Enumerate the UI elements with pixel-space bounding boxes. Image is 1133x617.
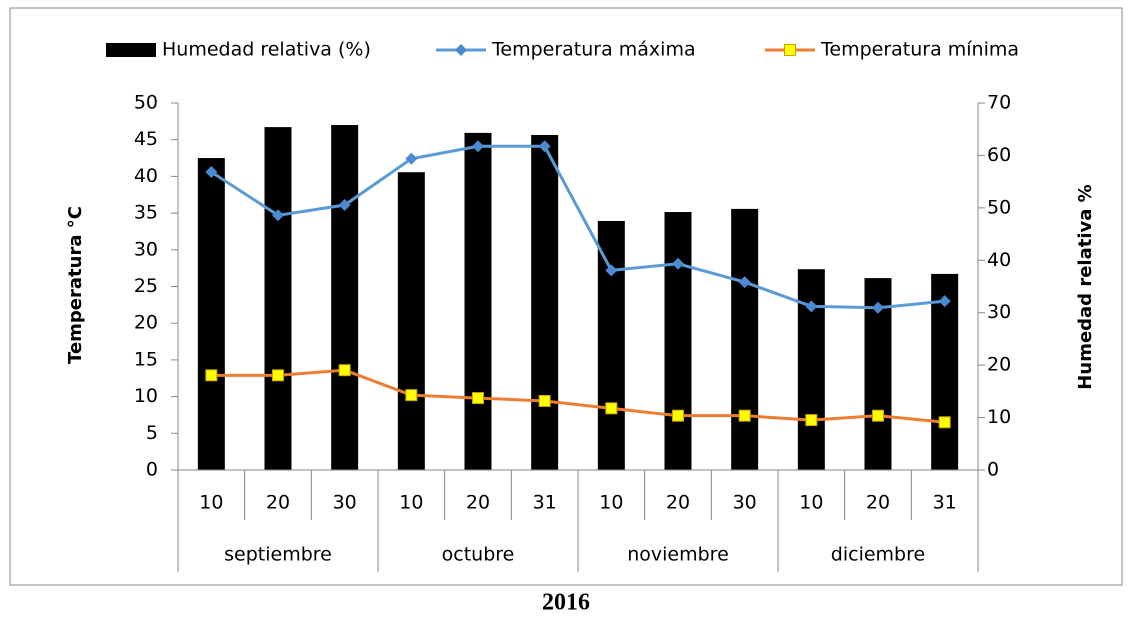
bar — [331, 125, 359, 471]
y2-tick-label: 10 — [987, 406, 1011, 428]
x-group-label: noviembre — [627, 544, 729, 566]
y2-tick-label: 30 — [987, 301, 1011, 323]
marker — [872, 301, 884, 314]
x-tick-label: 10 — [199, 492, 223, 514]
x-axis-label: 2016 — [542, 590, 590, 616]
legend-label: Temperatura máxima — [491, 39, 696, 61]
y-tick-label: 0 — [146, 459, 158, 481]
x-tick-label: 10 — [599, 492, 623, 514]
y-tick-label: 40 — [134, 165, 158, 187]
y-tick-label: 30 — [134, 238, 158, 260]
marker — [538, 395, 551, 408]
x-group-label: septiembre — [224, 544, 332, 566]
marker — [672, 409, 684, 422]
bar — [464, 132, 492, 471]
bar — [797, 269, 825, 470]
marker — [738, 409, 751, 422]
marker — [205, 165, 218, 178]
y-tick-label: 5 — [146, 422, 158, 444]
x-tick-label: 20 — [266, 492, 290, 514]
bar — [397, 172, 425, 470]
marker — [472, 392, 484, 405]
y2-tick-label: 60 — [987, 144, 1011, 166]
y2-tick-label: 40 — [987, 249, 1011, 271]
marker — [338, 199, 351, 212]
bar — [597, 220, 625, 470]
bar — [731, 208, 759, 471]
y-tick-label: 25 — [134, 275, 158, 297]
y-axis-label: Temperatura °C — [65, 206, 86, 364]
y2-tick-label: 70 — [987, 92, 1011, 114]
x-tick-label: 30 — [333, 492, 357, 514]
x-tick-label: 31 — [533, 492, 557, 514]
bar — [664, 212, 692, 470]
y2-tick-label: 0 — [987, 459, 999, 481]
x-tick-label: 31 — [933, 492, 957, 514]
marker — [405, 152, 418, 165]
legend-marker — [784, 44, 796, 56]
marker — [938, 416, 951, 429]
y-tick-label: 10 — [134, 385, 158, 407]
line — [210, 144, 945, 310]
x-tick-label: 20 — [466, 492, 490, 514]
x-tick-label: 30 — [733, 492, 757, 514]
y-tick-label: 15 — [134, 348, 158, 370]
marker — [938, 295, 951, 308]
line — [211, 368, 945, 424]
x-group-label: octubre — [442, 544, 515, 566]
legend-label: Temperatura mínima — [820, 39, 1019, 61]
marker — [605, 402, 618, 415]
legend-swatch — [106, 43, 156, 57]
bar — [197, 158, 225, 471]
marker — [605, 264, 618, 277]
y-tick-label: 45 — [134, 128, 158, 150]
marker — [405, 389, 418, 402]
marker — [805, 414, 818, 427]
x-tick-label: 20 — [866, 492, 890, 514]
marker — [872, 409, 884, 422]
marker — [272, 209, 284, 222]
x-group-label: diciembre — [831, 544, 925, 566]
marker — [205, 369, 218, 382]
marker — [738, 276, 751, 289]
legend-marker — [455, 44, 467, 56]
bar — [264, 127, 292, 471]
y2-axis-label: Humedad relativa % — [1075, 184, 1096, 389]
marker — [538, 140, 551, 153]
y2-tick-label: 20 — [987, 354, 1011, 376]
marker — [672, 257, 684, 270]
x-tick-label: 10 — [799, 492, 823, 514]
marker — [338, 364, 351, 377]
marker — [472, 140, 484, 153]
y-tick-label: 35 — [134, 202, 158, 224]
y-tick-label: 50 — [134, 92, 158, 114]
x-tick-label: 20 — [666, 492, 690, 514]
y-tick-label: 20 — [134, 312, 158, 334]
marker — [272, 369, 284, 382]
legend-label: Humedad relativa (%) — [162, 39, 371, 61]
marker — [805, 300, 818, 313]
bar — [531, 134, 559, 470]
x-tick-label: 10 — [399, 492, 423, 514]
y2-tick-label: 50 — [987, 196, 1011, 218]
